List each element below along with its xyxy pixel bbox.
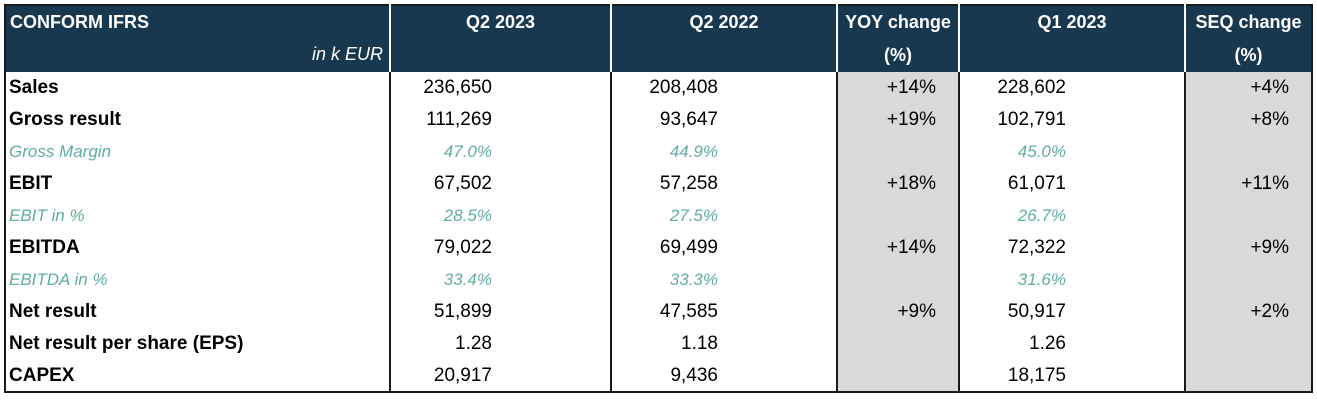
header-yoy-change: YOY change (%)	[836, 5, 959, 72]
row-label: EBITDA	[9, 237, 80, 258]
header-q2-2023-label: Q2 2023	[465, 12, 536, 32]
financial-table-container: CONFORM IFRS in k EUR Q2 2023 Q2 2022 YO…	[4, 4, 1313, 393]
table-row: Sales 236,650 208,408 +14% 228,602 +4%	[5, 72, 1312, 104]
table-row: Gross result 111,269 93,647 +19% 102,791…	[5, 104, 1312, 136]
cell-q1-2023: 102,791	[958, 104, 1185, 136]
table-row: EBITDA 79,022 69,499 +14% 72,322 +9%	[5, 232, 1312, 264]
row-label: Net result per share (EPS)	[9, 333, 244, 354]
table-row: EBITDA in % 33.4% 33.3% 31.6%	[5, 264, 1312, 296]
cell-q2-2023: 20,917	[389, 360, 611, 392]
cell-q1-2023: 72,322	[958, 232, 1185, 264]
table-row: Net result per share (EPS) 1.28 1.18 1.2…	[5, 328, 1312, 360]
header-yoy-unit: (%)	[884, 45, 912, 65]
cell-yoy	[836, 136, 959, 168]
cell-seq	[1184, 360, 1312, 392]
cell-yoy	[836, 264, 959, 296]
cell-yoy: +14%	[836, 72, 959, 104]
header-unit: in k EUR	[311, 44, 383, 64]
cell-q1-2023: 18,175	[958, 360, 1185, 392]
cell-q1-2023: 26.7%	[958, 200, 1185, 232]
cell-seq	[1184, 264, 1312, 296]
cell-q2-2022: 69,499	[610, 232, 837, 264]
row-label: EBIT	[9, 173, 53, 194]
cell-seq	[1184, 328, 1312, 360]
cell-q2-2022: 27.5%	[610, 200, 837, 232]
cell-q1-2023: 45.0%	[958, 136, 1185, 168]
cell-q2-2022: 57,258	[610, 168, 837, 200]
cell-q2-2022: 47,585	[610, 296, 837, 328]
header-title: CONFORM IFRS	[10, 12, 149, 32]
cell-q2-2022: 93,647	[610, 104, 837, 136]
header-q1-2023: Q1 2023	[958, 5, 1185, 72]
cell-q1-2023: 50,917	[958, 296, 1185, 328]
cell-seq: +9%	[1184, 232, 1312, 264]
table-row: CAPEX 20,917 9,436 18,175	[5, 360, 1312, 392]
header-q2-2023: Q2 2023	[389, 5, 611, 72]
cell-q2-2023: 1.28	[389, 328, 611, 360]
row-label: Net result	[9, 301, 97, 322]
cell-yoy	[836, 328, 959, 360]
cell-q2-2023: 236,650	[389, 72, 611, 104]
header-yoy-label: YOY change	[845, 12, 951, 32]
cell-q1-2023: 31.6%	[958, 264, 1185, 296]
header-q1-2023-label: Q1 2023	[1037, 12, 1107, 32]
row-label: EBITDA in %	[9, 270, 108, 289]
cell-yoy: +18%	[836, 168, 959, 200]
cell-q2-2023: 33.4%	[389, 264, 611, 296]
table-header-row: CONFORM IFRS in k EUR Q2 2023 Q2 2022 YO…	[5, 5, 1312, 72]
cell-q1-2023: 228,602	[958, 72, 1185, 104]
cell-q2-2022: 1.18	[610, 328, 837, 360]
cell-q2-2023: 111,269	[389, 104, 611, 136]
header-seq-label: SEQ change	[1195, 12, 1302, 32]
table-row: Net result 51,899 47,585 +9% 50,917 +2%	[5, 296, 1312, 328]
table-row: EBIT in % 28.5% 27.5% 26.7%	[5, 200, 1312, 232]
cell-q1-2023: 1.26	[958, 328, 1185, 360]
cell-q2-2023: 67,502	[389, 168, 611, 200]
row-label: Gross result	[9, 109, 121, 130]
cell-seq: +11%	[1184, 168, 1312, 200]
header-seq-unit: (%)	[1234, 45, 1263, 65]
table-row: EBIT 67,502 57,258 +18% 61,071 +11%	[5, 168, 1312, 200]
row-label: EBIT in %	[9, 206, 85, 225]
cell-seq: +8%	[1184, 104, 1312, 136]
cell-q2-2023: 28.5%	[389, 200, 611, 232]
cell-q2-2023: 79,022	[389, 232, 611, 264]
cell-yoy	[836, 200, 959, 232]
cell-seq	[1184, 136, 1312, 168]
cell-q2-2022: 9,436	[610, 360, 837, 392]
row-label: Gross Margin	[9, 142, 112, 161]
table-row: Gross Margin 47.0% 44.9% 45.0%	[5, 136, 1312, 168]
header-q2-2022-label: Q2 2022	[689, 12, 759, 32]
cell-q2-2022: 44.9%	[610, 136, 837, 168]
cell-seq: +4%	[1184, 72, 1312, 104]
header-q2-2022: Q2 2022	[610, 5, 837, 72]
cell-yoy: +9%	[836, 296, 959, 328]
cell-q2-2022: 208,408	[610, 72, 837, 104]
cell-q2-2023: 51,899	[389, 296, 611, 328]
cell-q2-2022: 33.3%	[610, 264, 837, 296]
cell-yoy: +19%	[836, 104, 959, 136]
cell-yoy: +14%	[836, 232, 959, 264]
header-title-cell: CONFORM IFRS in k EUR	[5, 5, 390, 72]
financial-results-table: CONFORM IFRS in k EUR Q2 2023 Q2 2022 YO…	[4, 4, 1313, 393]
row-label: Sales	[9, 77, 59, 98]
header-seq-change: SEQ change (%)	[1184, 5, 1312, 72]
row-label: CAPEX	[9, 364, 75, 386]
cell-q2-2023: 47.0%	[389, 136, 611, 168]
cell-seq	[1184, 200, 1312, 232]
cell-seq: +2%	[1184, 296, 1312, 328]
cell-yoy	[836, 360, 959, 392]
cell-q1-2023: 61,071	[958, 168, 1185, 200]
